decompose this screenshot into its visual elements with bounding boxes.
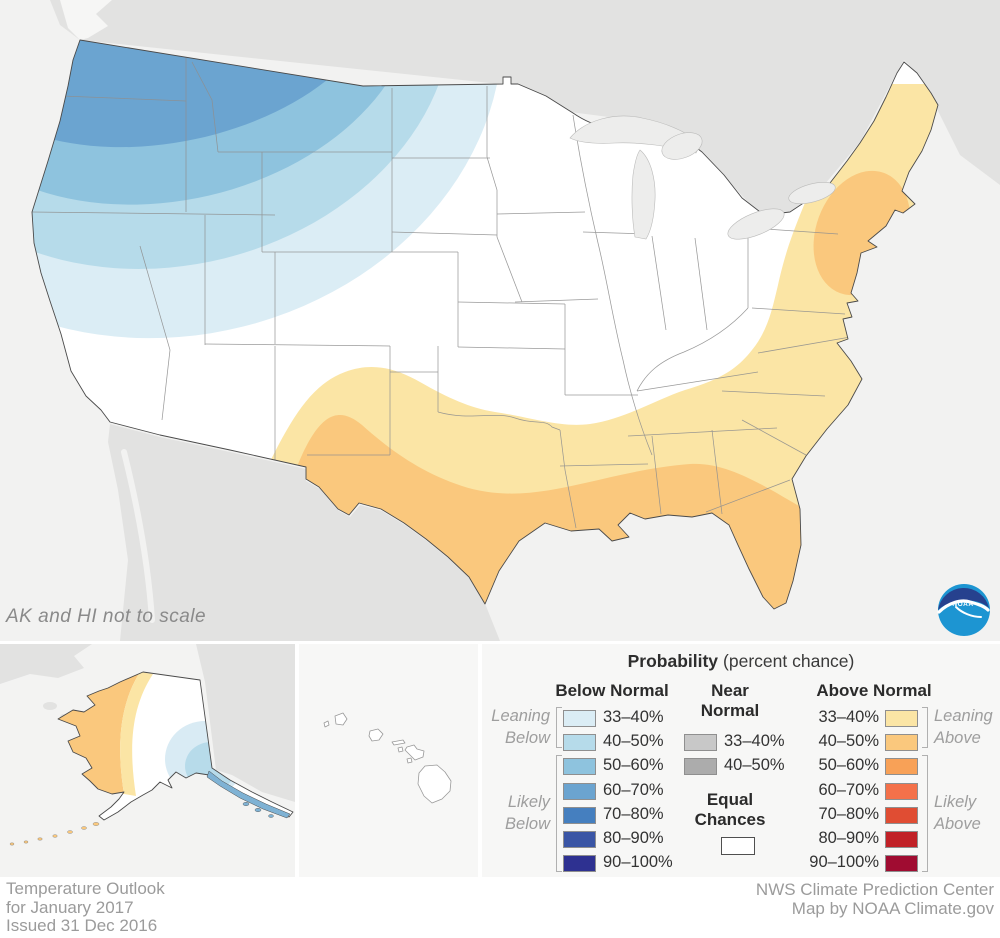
legend-row-label: 80–90% xyxy=(818,828,879,847)
footer-outlook-caption: Temperature Outlook for January 2017 Iss… xyxy=(6,879,165,936)
russia-landmass xyxy=(0,644,92,684)
state-borders xyxy=(32,44,869,529)
legend-swatch xyxy=(885,758,918,776)
legend-swatch xyxy=(563,734,596,752)
noaa-seagull-icon xyxy=(937,599,990,614)
alaska-inset-map xyxy=(0,644,295,877)
likely-below-bracket xyxy=(556,755,562,872)
legend-row-label: 90–100% xyxy=(809,853,879,872)
footer-left-line1: Temperature Outlook xyxy=(6,879,165,898)
legend-swatch xyxy=(885,782,918,800)
footer-left-line2: for January 2017 xyxy=(6,897,134,917)
island-hawaii xyxy=(417,764,452,804)
legend-swatch xyxy=(684,734,717,751)
alaska-above-33-40-band xyxy=(120,672,153,796)
canada-landmass xyxy=(50,0,1000,215)
legend-swatch xyxy=(885,734,918,752)
great-lakes xyxy=(569,115,836,240)
noaa-logo-text: NOAA xyxy=(952,601,973,608)
hawaii-ocean-background xyxy=(299,644,478,877)
legend-row-label: 90–100% xyxy=(603,853,673,872)
island-lanai xyxy=(397,746,404,753)
legend-row-label: 60–70% xyxy=(603,780,664,799)
legend-swatch xyxy=(885,710,918,727)
alaska-outline xyxy=(57,671,294,821)
legend-swatch xyxy=(563,782,596,800)
noaa-seagull-wing xyxy=(955,606,982,618)
mexico-landmass xyxy=(108,424,500,641)
likely-above-label: Likely Above xyxy=(934,793,981,833)
legend-swatch xyxy=(885,855,918,873)
footer-right-line2: Map by NOAA Climate.gov xyxy=(791,899,994,918)
island-maui xyxy=(404,744,425,761)
legend-row-label: 80–90% xyxy=(603,828,664,847)
legend-row-label: 60–70% xyxy=(818,780,879,799)
conus-map: NOAA xyxy=(0,0,1000,641)
legend-row-label: 50–60% xyxy=(818,756,879,775)
legend-row-label: 70–80% xyxy=(818,804,879,823)
noaa-logo: NOAA xyxy=(937,584,990,636)
panhandle-islands xyxy=(242,801,274,818)
lake-michigan xyxy=(631,149,656,240)
island-kahoolawe xyxy=(406,757,413,764)
canada-coast-glacier xyxy=(60,0,112,40)
legend-title-suffix: (percent chance) xyxy=(723,651,855,671)
legend-row-label: 70–80% xyxy=(603,804,664,823)
island-molokai xyxy=(391,739,406,746)
hawaiian-islands xyxy=(323,712,452,804)
legend-row-label: 33–40% xyxy=(724,732,785,750)
island-niihau xyxy=(323,720,330,728)
legend-row-label: 33–40% xyxy=(818,708,879,726)
legend-panel: Probability (percent chance) Below Normal… xyxy=(482,644,1000,877)
legend-title-bold: Probability xyxy=(627,651,719,671)
below-40-50-band xyxy=(32,40,452,269)
legend-swatch xyxy=(885,806,918,824)
equal-chances-swatch xyxy=(721,837,755,855)
footer-credit-caption: NWS Climate Prediction Center Map by NOA… xyxy=(756,880,994,918)
legend-row-label: 40–50% xyxy=(818,732,879,751)
island-kauai xyxy=(334,712,348,726)
equal-chances-label-line1: Equal xyxy=(706,790,754,809)
likely-above-bracket xyxy=(922,755,928,872)
leaning-below-label: Leaning Below xyxy=(491,707,550,747)
likely-below-label: Likely Below xyxy=(505,793,550,833)
above-normal-header: Above Normal xyxy=(816,681,932,700)
legend-row-label: 40–50% xyxy=(724,756,785,775)
leaning-below-bracket xyxy=(556,707,562,748)
hawaii-inset-map xyxy=(299,644,478,877)
legend-row-label: 33–40% xyxy=(603,708,664,726)
ak-hi-scale-note: AK and HI not to scale xyxy=(6,606,207,627)
gulf-of-california xyxy=(121,449,155,623)
lake-huron xyxy=(661,132,703,160)
legend-swatch xyxy=(563,855,596,873)
equal-chances-label-line2: Chances xyxy=(694,810,766,829)
leaning-above-bracket xyxy=(922,707,928,748)
st-lawrence-island xyxy=(43,702,57,710)
below-normal-header: Below Normal xyxy=(555,681,669,700)
legend-swatch xyxy=(684,758,717,776)
leaning-above-label: Leaning Above xyxy=(934,707,993,747)
canada-yukon-landmass xyxy=(196,644,295,802)
alaska-panhandle-blue xyxy=(206,770,291,819)
legend-swatch xyxy=(563,806,596,824)
noaa-logo-upper xyxy=(938,587,989,610)
island-oahu xyxy=(368,728,384,742)
lake-ontario xyxy=(788,182,836,204)
legend-title: Probability (percent chance) xyxy=(482,651,1000,672)
legend-swatch xyxy=(563,710,596,727)
aleutian-islands xyxy=(9,822,100,846)
near-normal-header: Near Normal xyxy=(700,681,760,720)
legend-swatch xyxy=(563,830,596,848)
legend-row-label: 50–60% xyxy=(603,756,664,775)
footer-left-line3: Issued 31 Dec 2016 xyxy=(6,916,158,935)
hawaii-inset-panel xyxy=(299,644,478,877)
legend-row-label: 40–50% xyxy=(603,732,664,751)
alaska-inset-panel xyxy=(0,644,295,877)
lake-erie xyxy=(727,208,785,240)
legend-swatch xyxy=(563,758,596,776)
footer-right-line1: NWS Climate Prediction Center xyxy=(755,880,994,899)
legend-swatch xyxy=(885,830,918,848)
